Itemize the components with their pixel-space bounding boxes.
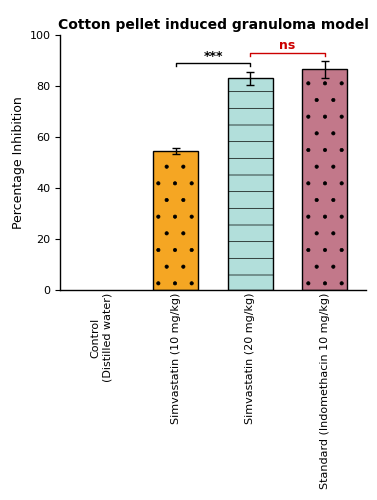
Title: Cotton pellet induced granuloma model: Cotton pellet induced granuloma model [58,18,368,32]
Bar [153,151,198,290]
Y-axis label: Percentage Inhibition: Percentage Inhibition [12,96,25,229]
Text: ***: *** [203,50,223,62]
Text: ns: ns [279,40,296,52]
Bar [302,70,347,290]
Bar [228,78,273,290]
